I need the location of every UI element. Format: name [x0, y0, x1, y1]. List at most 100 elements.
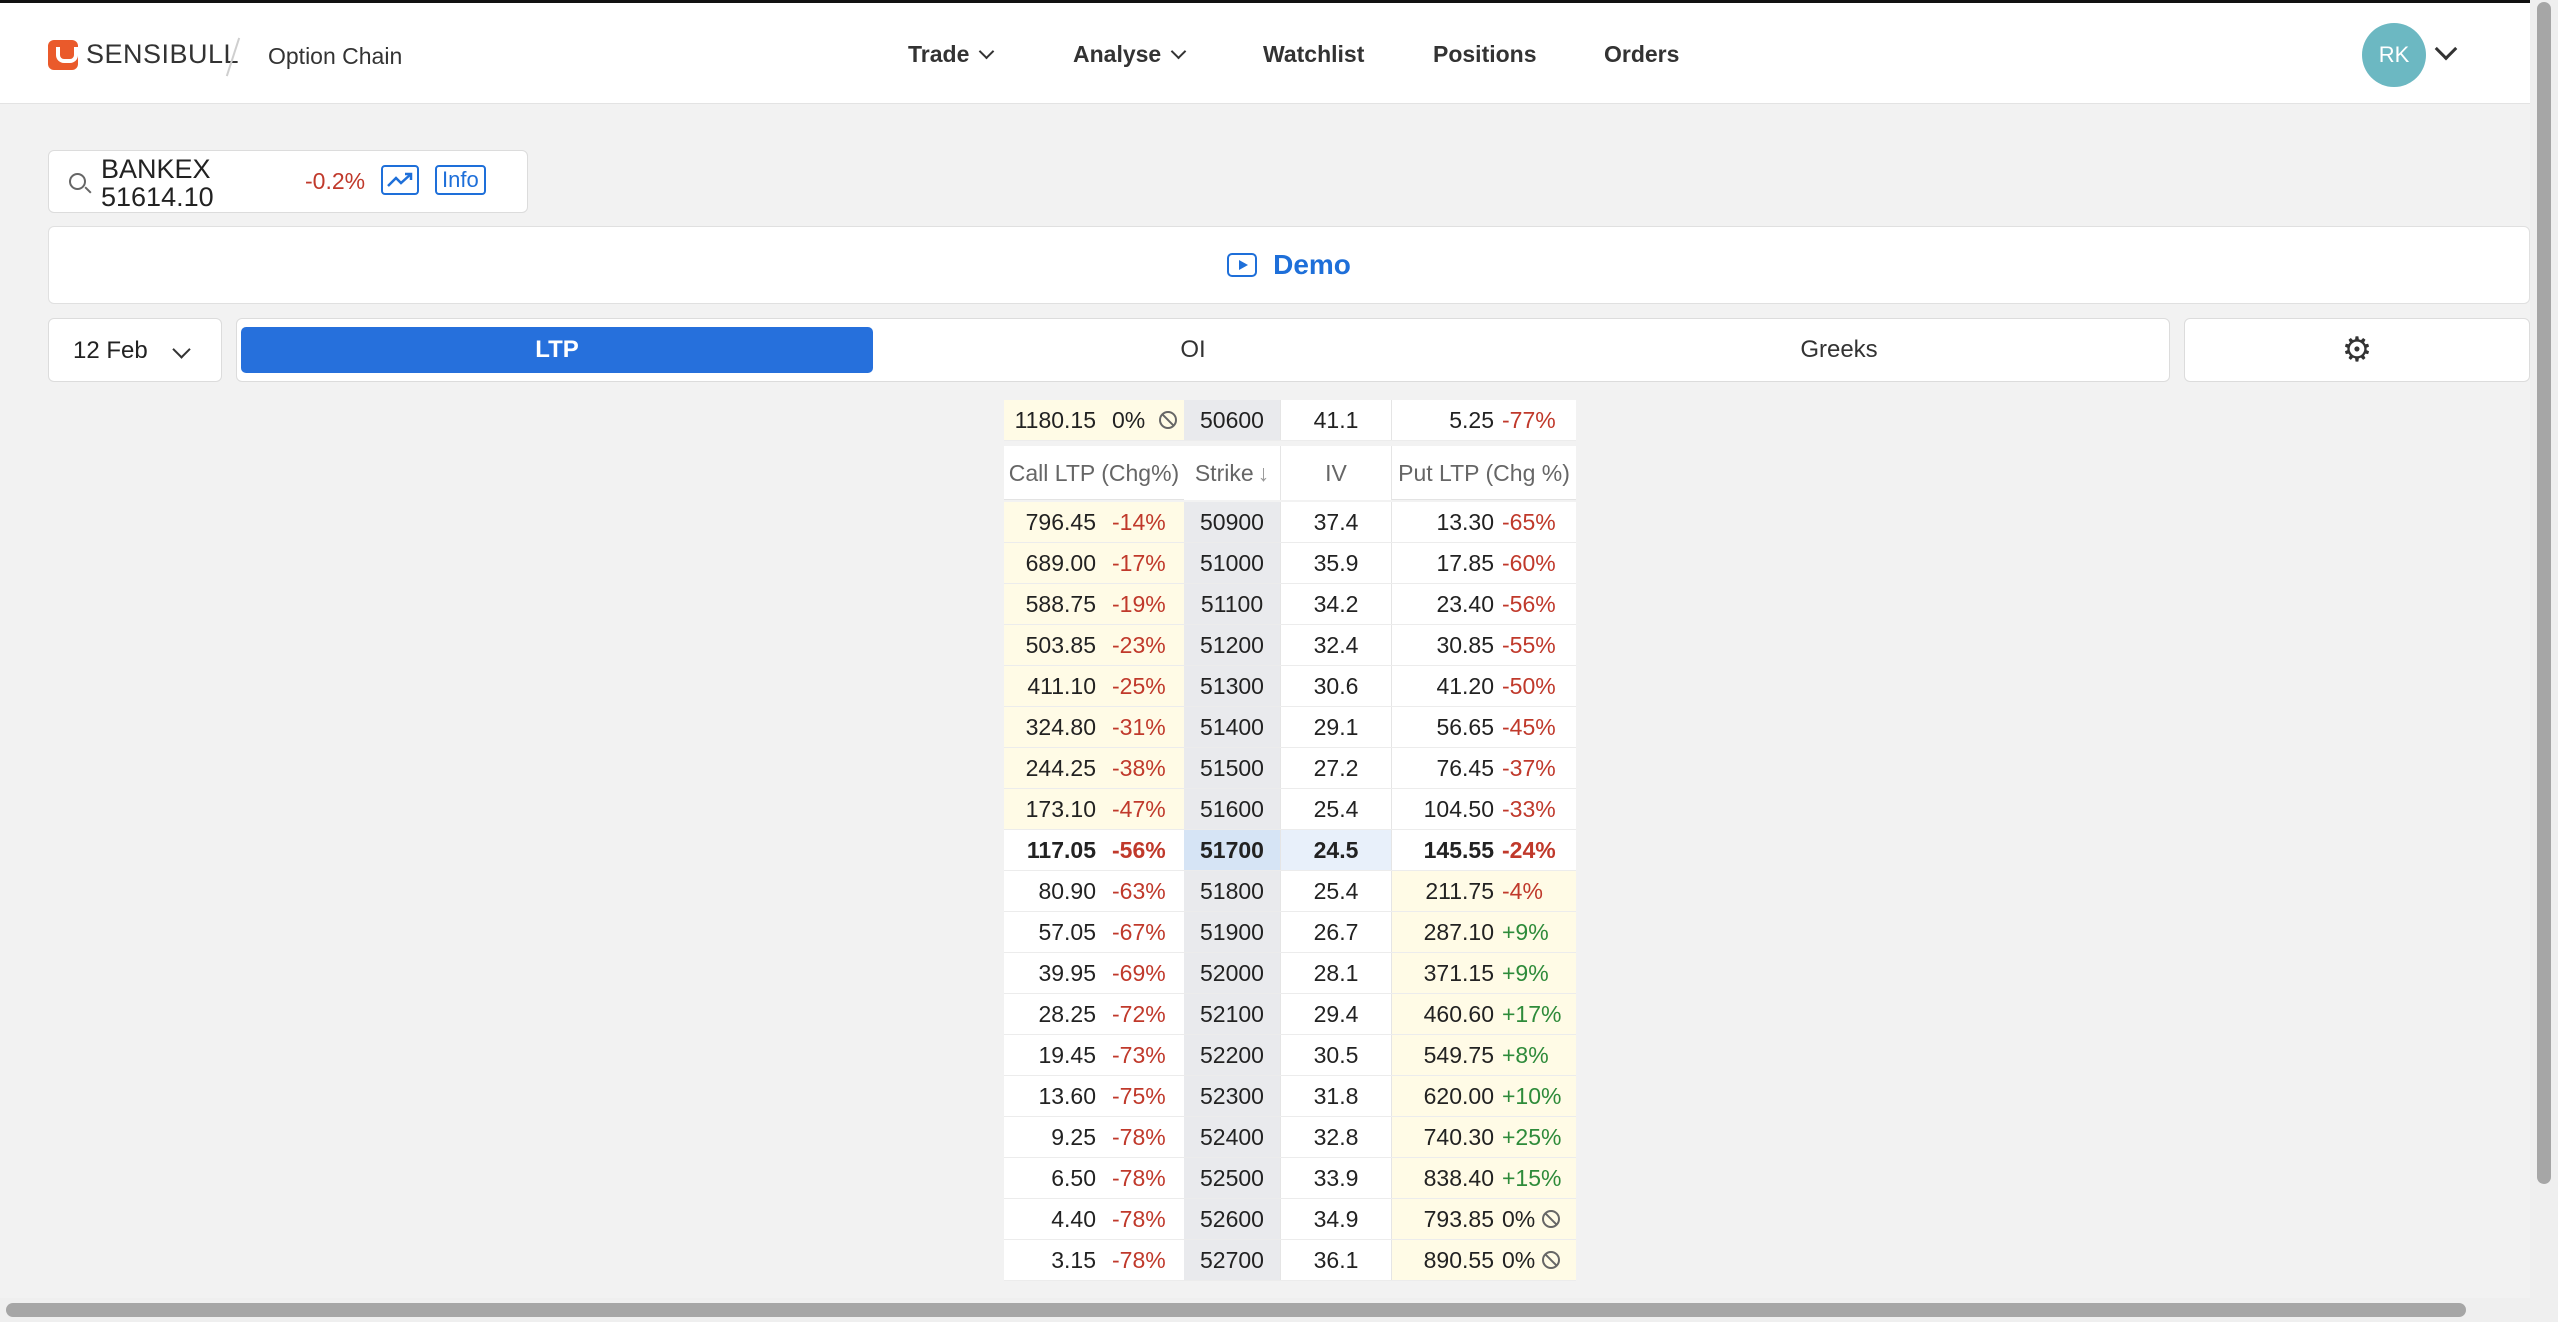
call-cell: 244.25 -38% [1004, 748, 1184, 788]
table-row[interactable]: 39.95 -69% 52000 28.1 371.15 +9% [1004, 953, 1576, 994]
settings-button[interactable]: ⚙ [2184, 318, 2530, 382]
table-row[interactable]: 244.25 -38% 51500 27.2 76.45 -37% [1004, 748, 1576, 789]
chevron-down-icon [979, 43, 995, 60]
call-cell: 324.80 -31% [1004, 707, 1184, 747]
instrument-search[interactable]: BANKEX 51614.10 -0.2% Info [48, 150, 528, 213]
table-row[interactable]: 6.50 -78% 52500 33.9 838.40 +15% [1004, 1158, 1576, 1199]
table-row[interactable]: 503.85 -23% 51200 32.4 30.85 -55% [1004, 625, 1576, 666]
call-change: -47% [1112, 795, 1166, 822]
call-ltp: 411.10 [1027, 672, 1096, 699]
call-change: -78% [1112, 1123, 1166, 1150]
call-cell: 13.60 -75% [1004, 1076, 1184, 1116]
table-row[interactable]: 4.40 -78% 52600 34.9 793.85 0% [1004, 1199, 1576, 1240]
info-button[interactable]: Info [435, 165, 486, 195]
put-cell: 56.65 -45% [1392, 707, 1576, 747]
iv-cell: 25.4 [1280, 871, 1392, 911]
call-cell: 411.10 -25% [1004, 666, 1184, 706]
put-change: -65% [1502, 508, 1556, 535]
column-header-strike-label: Strike [1194, 459, 1254, 486]
call-cell: 117.05 -56% [1004, 830, 1184, 870]
table-row[interactable]: 9.25 -78% 52400 32.8 740.30 +25% [1004, 1117, 1576, 1158]
call-change: -78% [1112, 1205, 1166, 1232]
column-header-strike[interactable]: Strike ↓ [1184, 446, 1280, 500]
tab-oi[interactable]: OI [1180, 336, 1206, 363]
column-header-iv[interactable]: IV [1280, 446, 1392, 500]
put-change: +10% [1502, 1082, 1562, 1109]
call-change: -78% [1112, 1164, 1166, 1191]
horizontal-scrollbar[interactable] [0, 1298, 2530, 1322]
call-change: 0% [1112, 406, 1146, 433]
put-cell: 890.55 0% [1392, 1240, 1576, 1280]
chart-button[interactable] [381, 165, 419, 195]
expiry-dropdown[interactable]: 12 Feb [48, 318, 222, 382]
nav-watchlist[interactable]: Watchlist [1263, 41, 1364, 68]
table-row[interactable]: 57.05 -67% 51900 26.7 287.10 +9% [1004, 912, 1576, 953]
table-row[interactable]: 3.15 -78% 52700 36.1 890.55 0% [1004, 1240, 1576, 1281]
vertical-scrollbar-thumb[interactable] [2537, 2, 2551, 1184]
table-row[interactable]: 411.10 -25% 51300 30.6 41.20 -50% [1004, 666, 1576, 707]
call-cell: 173.10 -47% [1004, 789, 1184, 829]
put-cell: 104.50 -33% [1392, 789, 1576, 829]
nav-positions[interactable]: Positions [1433, 41, 1537, 68]
ban-icon [1542, 1251, 1560, 1269]
strike-cell: 51200 [1184, 625, 1280, 665]
call-ltp: 57.05 [1038, 918, 1096, 945]
table-row[interactable]: 80.90 -63% 51800 25.4 211.75 -4% [1004, 871, 1576, 912]
table-row[interactable]: 117.05 -56% 51700 24.5 145.55 -24% [1004, 830, 1576, 871]
strike-cell: 52400 [1184, 1117, 1280, 1157]
table-row[interactable]: 689.00 -17% 51000 35.9 17.85 -60% [1004, 543, 1576, 584]
table-row[interactable]: 324.80 -31% 51400 29.1 56.65 -45% [1004, 707, 1576, 748]
strike-cell: 51400 [1184, 707, 1280, 747]
iv-cell: 30.6 [1280, 666, 1392, 706]
call-ltp: 689.00 [1025, 549, 1096, 576]
tab-ltp[interactable]: LTP [241, 327, 873, 373]
put-change: +9% [1502, 918, 1549, 945]
put-cell: 740.30 +25% [1392, 1117, 1576, 1157]
put-cell: 145.55 -24% [1392, 830, 1576, 870]
put-cell: 211.75 -4% [1392, 871, 1576, 911]
table-row[interactable]: 796.45 -14% 50900 37.4 13.30 -65% [1004, 502, 1576, 543]
nav-analyse[interactable]: Analyse [1073, 41, 1187, 68]
put-ltp: 76.45 [1436, 754, 1494, 781]
put-cell: 23.40 -56% [1392, 584, 1576, 624]
sensibull-logo[interactable]: SENSIBULL [48, 39, 239, 70]
user-avatar[interactable]: RK [2362, 23, 2426, 87]
iv-cell: 33.9 [1280, 1158, 1392, 1198]
pinned-strike-row[interactable]: 1180.15 0% 50600 41.1 5.25 -77% [1004, 400, 1576, 441]
put-change: -4% [1502, 877, 1543, 904]
horizontal-scrollbar-thumb[interactable] [6, 1303, 2466, 1317]
put-change: +8% [1502, 1041, 1549, 1068]
search-icon [69, 173, 86, 190]
put-ltp: 41.20 [1436, 672, 1494, 699]
column-header-put[interactable]: Put LTP (Chg %) [1398, 459, 1570, 486]
table-row[interactable]: 588.75 -19% 51100 34.2 23.40 -56% [1004, 584, 1576, 625]
table-row[interactable]: 173.10 -47% 51600 25.4 104.50 -33% [1004, 789, 1576, 830]
column-header-call[interactable]: Call LTP (Chg%) [1008, 459, 1180, 486]
strike-cell: 52500 [1184, 1158, 1280, 1198]
call-ltp: 19.45 [1038, 1041, 1096, 1068]
iv-cell: 31.8 [1280, 1076, 1392, 1116]
call-change: -19% [1112, 590, 1166, 617]
demo-banner[interactable]: Demo [48, 226, 2530, 304]
expiry-value: 12 Feb [73, 337, 148, 364]
option-chain-table: 1180.15 0% 50600 41.1 5.25 -77% Call LTP… [1004, 400, 1576, 1292]
put-change: -37% [1502, 754, 1556, 781]
chevron-down-icon [172, 340, 191, 359]
table-row[interactable]: 13.60 -75% 52300 31.8 620.00 +10% [1004, 1076, 1576, 1117]
call-cell: 503.85 -23% [1004, 625, 1184, 665]
table-row[interactable]: 28.25 -72% 52100 29.4 460.60 +17% [1004, 994, 1576, 1035]
nav-orders[interactable]: Orders [1604, 41, 1679, 68]
account-menu-chevron-icon[interactable] [2434, 37, 2458, 61]
table-row[interactable]: 19.45 -73% 52200 30.5 549.75 +8% [1004, 1035, 1576, 1076]
strike-cell: 51000 [1184, 543, 1280, 583]
column-header-row: Call LTP (Chg%) Strike ↓ IV Put LTP (Chg… [1004, 446, 1576, 500]
put-change: +17% [1502, 1000, 1562, 1027]
sort-arrow-down-icon: ↓ [1257, 459, 1270, 486]
tab-greeks[interactable]: Greeks [1800, 336, 1878, 363]
iv-cell: 29.1 [1280, 707, 1392, 747]
vertical-scrollbar[interactable] [2530, 0, 2558, 1322]
call-cell: 4.40 -78% [1004, 1199, 1184, 1239]
nav-trade[interactable]: Trade [908, 41, 995, 68]
put-change: -77% [1502, 406, 1556, 433]
strike-cell: 51300 [1184, 666, 1280, 706]
